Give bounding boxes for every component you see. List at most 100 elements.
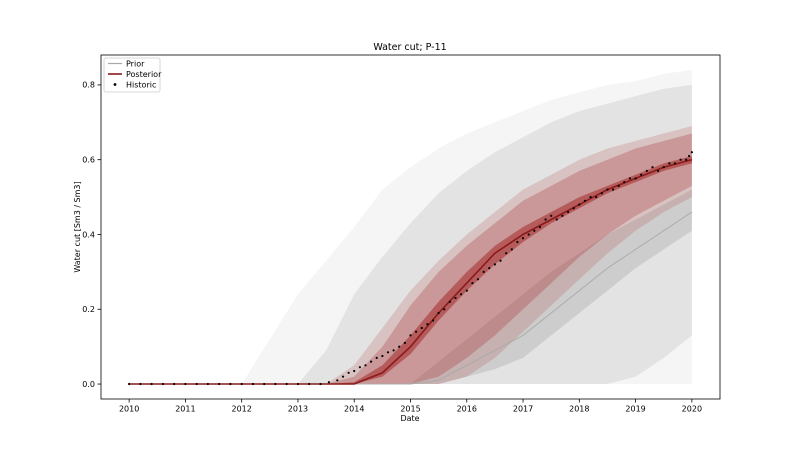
historic-point xyxy=(139,382,142,386)
historic-point xyxy=(679,158,682,161)
historic-point xyxy=(538,225,542,229)
historic-point xyxy=(370,360,373,363)
historic-point xyxy=(206,382,209,386)
historic-point xyxy=(251,382,254,386)
historic-point xyxy=(240,382,243,386)
historic-point xyxy=(150,382,153,386)
historic-point xyxy=(617,184,620,187)
historic-point xyxy=(499,259,502,262)
historic-point xyxy=(595,196,598,199)
historic-point xyxy=(426,323,429,326)
historic-point xyxy=(645,169,648,172)
historic-point xyxy=(567,210,570,214)
y-tick-label: 0.6 xyxy=(82,155,95,164)
historic-point xyxy=(454,296,457,300)
historic-point xyxy=(285,382,288,386)
legend: Prior Posterior Historic xyxy=(103,57,162,93)
x-tick-label: 2016 xyxy=(457,405,477,414)
x-tick-label: 2017 xyxy=(513,405,533,414)
historic-point xyxy=(409,334,412,337)
historic-point xyxy=(128,382,131,386)
posterior-core-band xyxy=(129,156,692,384)
historic-point xyxy=(482,270,485,273)
prior-core-band xyxy=(129,189,692,384)
historic-point xyxy=(640,173,643,176)
historic-point xyxy=(572,207,575,210)
historic-point xyxy=(420,326,423,330)
historic-point xyxy=(690,151,694,154)
historic-point xyxy=(550,214,553,217)
historic-point xyxy=(218,382,221,386)
x-tick-label: 2014 xyxy=(344,405,364,414)
historic-point xyxy=(583,199,587,202)
historic-point xyxy=(353,369,356,373)
historic-point xyxy=(460,293,463,296)
historic-point xyxy=(161,382,164,386)
historic-points xyxy=(128,151,694,386)
historic-point xyxy=(688,154,691,158)
historic-point xyxy=(544,218,547,221)
historic-point xyxy=(465,289,468,292)
legend-historic-swatch xyxy=(113,83,117,86)
historic-point xyxy=(392,349,395,352)
historic-point xyxy=(184,382,187,386)
x-tick-label: 2012 xyxy=(232,405,252,414)
historic-point xyxy=(476,278,480,281)
y-axis: 0.0 0.2 0.4 0.6 0.8 xyxy=(82,81,101,389)
historic-point xyxy=(195,382,198,386)
historic-point xyxy=(510,248,513,251)
historic-point xyxy=(319,382,322,386)
y-tick-label: 0.4 xyxy=(82,230,95,239)
historic-point xyxy=(555,218,558,221)
historic-point xyxy=(364,364,367,367)
historic-point xyxy=(493,263,496,266)
historic-point xyxy=(341,375,345,378)
historic-point xyxy=(628,177,632,180)
historic-point xyxy=(448,300,451,303)
historic-point xyxy=(327,381,330,384)
lines-layer xyxy=(129,158,693,385)
x-axis-title: Date xyxy=(400,414,419,423)
historic-point xyxy=(668,162,671,165)
historic-point xyxy=(347,371,350,374)
historic-point xyxy=(263,382,266,386)
historic-point xyxy=(443,308,446,311)
historic-point xyxy=(651,166,654,169)
y-axis-title: Water cut [Sm3 / Sm3] xyxy=(73,181,82,272)
legend-posterior-label: Posterior xyxy=(126,70,162,79)
historic-point xyxy=(516,240,519,244)
posterior-outer-band xyxy=(129,126,692,384)
x-tick-label: 2018 xyxy=(569,405,589,414)
x-tick-label: 2020 xyxy=(682,405,702,414)
historic-point xyxy=(505,252,508,255)
historic-point xyxy=(375,356,378,359)
historic-point xyxy=(229,382,232,386)
historic-point xyxy=(527,233,530,236)
historic-point xyxy=(336,379,339,382)
historic-point xyxy=(398,345,401,348)
prior-outer-band xyxy=(129,70,692,384)
historic-point xyxy=(308,382,311,386)
historic-point xyxy=(673,162,677,165)
x-tick-label: 2011 xyxy=(175,405,195,414)
bands-layer xyxy=(129,70,692,385)
x-tick-label: 2010 xyxy=(119,405,139,414)
y-tick-label: 0.8 xyxy=(82,81,95,90)
historic-point xyxy=(296,382,300,386)
x-tick-label: 2019 xyxy=(625,405,645,414)
historic-point xyxy=(431,319,435,322)
historic-point xyxy=(600,192,603,195)
historic-point xyxy=(533,229,536,232)
chart-title: Water cut; P-11 xyxy=(373,42,446,53)
legend-prior-label: Prior xyxy=(126,60,145,69)
historic-point xyxy=(274,382,277,386)
historic-point xyxy=(685,158,688,161)
historic-point xyxy=(612,188,615,191)
historic-point xyxy=(634,177,637,180)
historic-point xyxy=(589,196,592,199)
historic-point xyxy=(381,354,384,358)
historic-point xyxy=(471,282,474,285)
historic-point xyxy=(358,366,361,369)
posterior-median-line xyxy=(129,158,693,385)
